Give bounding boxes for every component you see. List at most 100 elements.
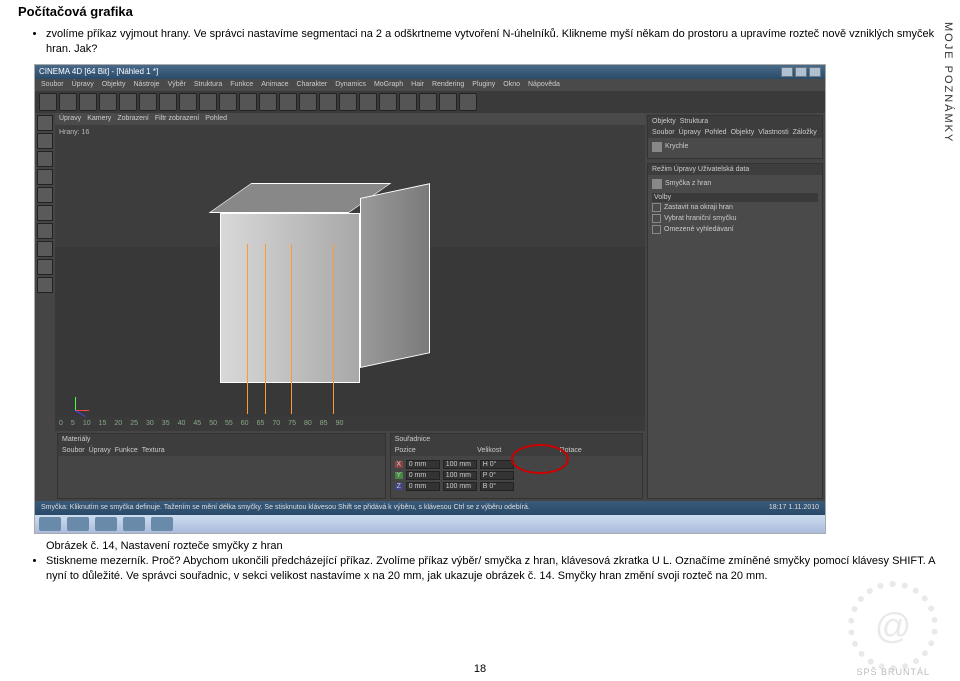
rot-b[interactable]: B 0° xyxy=(480,482,514,491)
close-button[interactable] xyxy=(809,67,821,77)
frame-tick: 50 xyxy=(209,420,217,427)
tool-button[interactable] xyxy=(37,169,53,185)
toolbar-button[interactable] xyxy=(59,93,77,111)
tool-button[interactable] xyxy=(37,133,53,149)
toolbar-button[interactable] xyxy=(159,93,177,111)
toolbar-button[interactable] xyxy=(319,93,337,111)
pos-z[interactable]: 0 mm xyxy=(406,482,440,491)
menu-item[interactable]: Výběr xyxy=(168,81,186,88)
viewport-3d[interactable]: Hrany: 16 xyxy=(55,125,645,417)
option-label: Vybrat hraniční smyčku xyxy=(664,215,737,222)
toolbar-button[interactable] xyxy=(259,93,277,111)
menu-item[interactable]: Charakter xyxy=(296,81,327,88)
statusbar: Smyčka: Kliknutím se smyčka definuje. Ta… xyxy=(35,501,825,515)
toolbar-button[interactable] xyxy=(379,93,397,111)
rot-h[interactable]: H 0° xyxy=(480,460,514,469)
timeline[interactable]: 051015202530354045505560657075808590 xyxy=(55,417,645,431)
panel-menu-item[interactable]: Úpravy xyxy=(679,129,701,136)
toolbar-button[interactable] xyxy=(139,93,157,111)
vp-menu-item[interactable]: Filtr zobrazení xyxy=(155,115,199,122)
toolbar-button[interactable] xyxy=(459,93,477,111)
vp-menu-item[interactable]: Pohled xyxy=(205,115,227,122)
toolbar-button[interactable] xyxy=(39,93,57,111)
vp-menu-item[interactable]: Úpravy xyxy=(59,115,81,122)
toolbar-button[interactable] xyxy=(279,93,297,111)
maximize-button[interactable] xyxy=(795,67,807,77)
panel-menu-item[interactable]: Objekty xyxy=(731,129,755,136)
tool-button[interactable] xyxy=(37,223,53,239)
rot-p[interactable]: P 0° xyxy=(480,471,514,480)
toolbar-button[interactable] xyxy=(439,93,457,111)
toolbar-button[interactable] xyxy=(119,93,137,111)
tab-coordinates[interactable]: Souřadnice xyxy=(395,436,430,443)
menu-item[interactable]: MoGraph xyxy=(374,81,403,88)
frame-tick: 5 xyxy=(71,420,75,427)
menu-item[interactable]: Rendering xyxy=(432,81,464,88)
pos-y[interactable]: 0 mm xyxy=(406,471,440,480)
toolbar-button[interactable] xyxy=(99,93,117,111)
paragraph-2: Stiskneme mezerník. Proč? Abychom ukonči… xyxy=(46,554,942,585)
toolbar-button[interactable] xyxy=(79,93,97,111)
tool-button[interactable] xyxy=(37,241,53,257)
cube-icon xyxy=(652,142,662,152)
menu-item[interactable]: Okno xyxy=(503,81,520,88)
toolbar-button[interactable] xyxy=(179,93,197,111)
panel-menu-item[interactable]: Pohled xyxy=(705,129,727,136)
taskbar-item[interactable] xyxy=(123,517,145,531)
vp-menu-item[interactable]: Kamery xyxy=(87,115,111,122)
vp-menu-item[interactable]: Zobrazení xyxy=(117,115,149,122)
minimize-button[interactable] xyxy=(781,67,793,77)
checkbox[interactable] xyxy=(652,214,661,223)
toolbar-button[interactable] xyxy=(299,93,317,111)
tab-structure[interactable]: Struktura xyxy=(680,118,708,125)
coord-column-header: Pozice xyxy=(395,447,473,454)
panel-menu-item[interactable]: Vlastnosti xyxy=(758,129,788,136)
coord-x-label: X xyxy=(395,461,403,468)
start-button[interactable] xyxy=(39,517,61,531)
menu-item[interactable]: Soubor xyxy=(41,81,64,88)
panel-menu-item[interactable]: Záložky xyxy=(793,129,817,136)
menu-item[interactable]: Dynamics xyxy=(335,81,366,88)
watermark-gear: @ xyxy=(848,581,938,671)
size-y[interactable]: 100 mm xyxy=(443,471,477,480)
menu-item[interactable]: Funkce xyxy=(230,81,253,88)
taskbar-item[interactable] xyxy=(95,517,117,531)
menu-item[interactable]: Nápověda xyxy=(528,81,560,88)
toolbar-button[interactable] xyxy=(359,93,377,111)
toolbar-button[interactable] xyxy=(219,93,237,111)
menu-item[interactable]: Nástroje xyxy=(134,81,160,88)
panel-menu-item[interactable]: Funkce xyxy=(115,447,138,454)
checkbox[interactable] xyxy=(652,225,661,234)
tool-button[interactable] xyxy=(37,187,53,203)
tool-button[interactable] xyxy=(37,115,53,131)
menu-item[interactable]: Struktura xyxy=(194,81,222,88)
tool-button[interactable] xyxy=(37,277,53,293)
toolbar-button[interactable] xyxy=(239,93,257,111)
panel-menu-item[interactable]: Soubor xyxy=(62,447,85,454)
toolbar-button[interactable] xyxy=(419,93,437,111)
menu-item[interactable]: Úpravy xyxy=(72,81,94,88)
tool-button[interactable] xyxy=(37,205,53,221)
tab-objects[interactable]: Objekty xyxy=(652,118,676,125)
tab-materials[interactable]: Materiály xyxy=(62,436,90,443)
panel-menu-item[interactable]: Soubor xyxy=(652,129,675,136)
pos-x[interactable]: 0 mm xyxy=(406,460,440,469)
checkbox[interactable] xyxy=(652,203,661,212)
object-row[interactable]: Krychle xyxy=(652,141,818,153)
panel-menu-item[interactable]: Textura xyxy=(142,447,165,454)
menu-item[interactable]: Animace xyxy=(261,81,288,88)
taskbar-item[interactable] xyxy=(151,517,173,531)
tool-button[interactable] xyxy=(37,259,53,275)
taskbar-item[interactable] xyxy=(67,517,89,531)
toolbar-button[interactable] xyxy=(339,93,357,111)
size-z[interactable]: 100 mm xyxy=(443,482,477,491)
menu-item[interactable]: Hair xyxy=(411,81,424,88)
size-x[interactable]: 100 mm xyxy=(443,460,477,469)
menu-item[interactable]: Pluginy xyxy=(472,81,495,88)
toolbar-button[interactable] xyxy=(199,93,217,111)
tool-button[interactable] xyxy=(37,151,53,167)
panel-menu-item[interactable]: Úpravy xyxy=(89,447,111,454)
frame-tick: 55 xyxy=(225,420,233,427)
menu-item[interactable]: Objekty xyxy=(102,81,126,88)
toolbar-button[interactable] xyxy=(399,93,417,111)
